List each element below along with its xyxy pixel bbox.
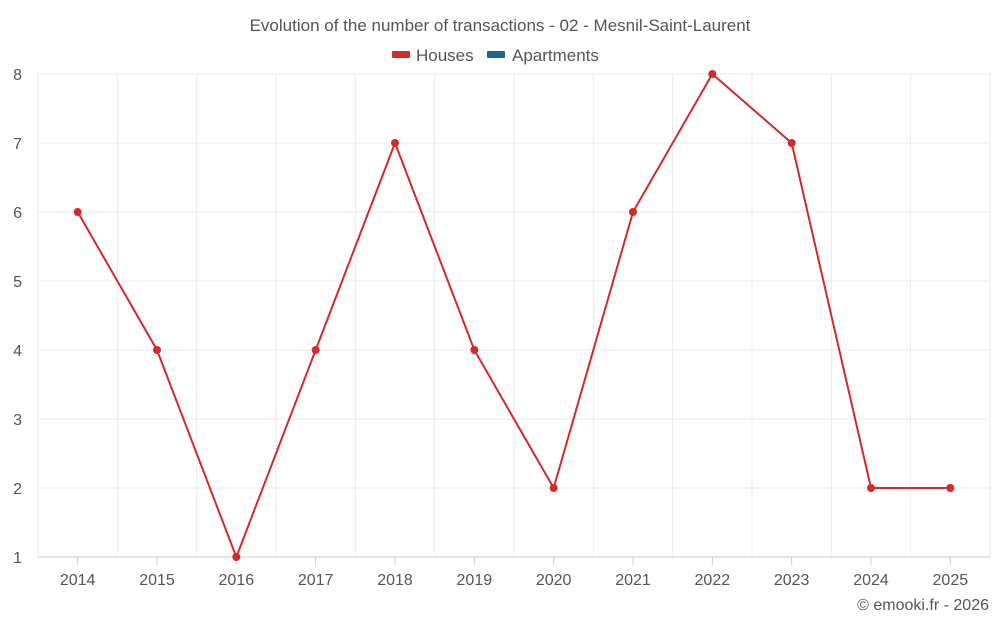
- legend-item-houses[interactable]: Houses: [392, 46, 474, 65]
- data-point-houses-2020[interactable]: [549, 484, 558, 492]
- y-axis: 1 2 3 4 5 6 7 8: [13, 67, 22, 567]
- y-tick-label: 5: [13, 274, 22, 291]
- legend-swatch-apartments: [487, 51, 505, 58]
- data-point-houses-2018[interactable]: [391, 139, 399, 147]
- grid: [37, 73, 991, 558]
- legend: Houses Apartments: [392, 46, 599, 65]
- data-point-houses-2024[interactable]: [867, 484, 875, 492]
- series-layer: [73, 70, 955, 561]
- credit-text: © emooki.fr - 2026: [857, 597, 989, 614]
- data-point-houses-2022[interactable]: [708, 70, 717, 78]
- y-tick-label: 7: [13, 136, 22, 153]
- x-tick-label: 2024: [853, 572, 889, 589]
- data-point-houses-2016[interactable]: [232, 553, 241, 561]
- y-tick-label: 2: [13, 481, 22, 498]
- data-point-houses-2019[interactable]: [470, 346, 479, 354]
- legend-swatch-houses: [392, 51, 410, 58]
- data-point-houses-2023[interactable]: [787, 139, 796, 147]
- y-tick-label: 1: [13, 550, 22, 567]
- x-tick-label: 2018: [377, 572, 413, 589]
- data-point-houses-2017[interactable]: [311, 346, 320, 354]
- x-tick-label: 2019: [457, 572, 493, 589]
- y-tick-label: 6: [13, 205, 22, 222]
- x-tick-label: 2016: [219, 572, 255, 589]
- y-tick-label: 8: [13, 67, 22, 84]
- x-tick-label: 2017: [298, 572, 334, 589]
- y-tick-label: 4: [13, 343, 22, 360]
- data-point-houses-2021[interactable]: [629, 208, 637, 216]
- x-tick-label: 2021: [615, 572, 651, 589]
- data-point-houses-2025[interactable]: [946, 484, 955, 492]
- x-axis: 2014 2015 2016 2017 2018 2019 2020 2021 2022 2023…: [38, 556, 990, 589]
- x-tick-label: 2020: [536, 572, 572, 589]
- x-tick-label: 2015: [139, 572, 175, 589]
- x-tick-label: 2025: [933, 572, 969, 589]
- series-line-houses: [76, 73, 951, 558]
- legend-item-apartments[interactable]: Apartments: [487, 46, 599, 65]
- legend-label-houses: Houses: [416, 46, 474, 65]
- data-point-houses-2014[interactable]: [73, 208, 82, 216]
- x-tick-label: 2014: [60, 572, 96, 589]
- data-point-houses-2015[interactable]: [153, 346, 161, 354]
- x-tick-label: 2022: [695, 572, 731, 589]
- chart-title: Evolution of the number of transactions …: [250, 16, 751, 35]
- x-tick-label: 2023: [774, 572, 810, 589]
- y-tick-label: 3: [13, 412, 22, 429]
- legend-label-apartments: Apartments: [512, 46, 599, 65]
